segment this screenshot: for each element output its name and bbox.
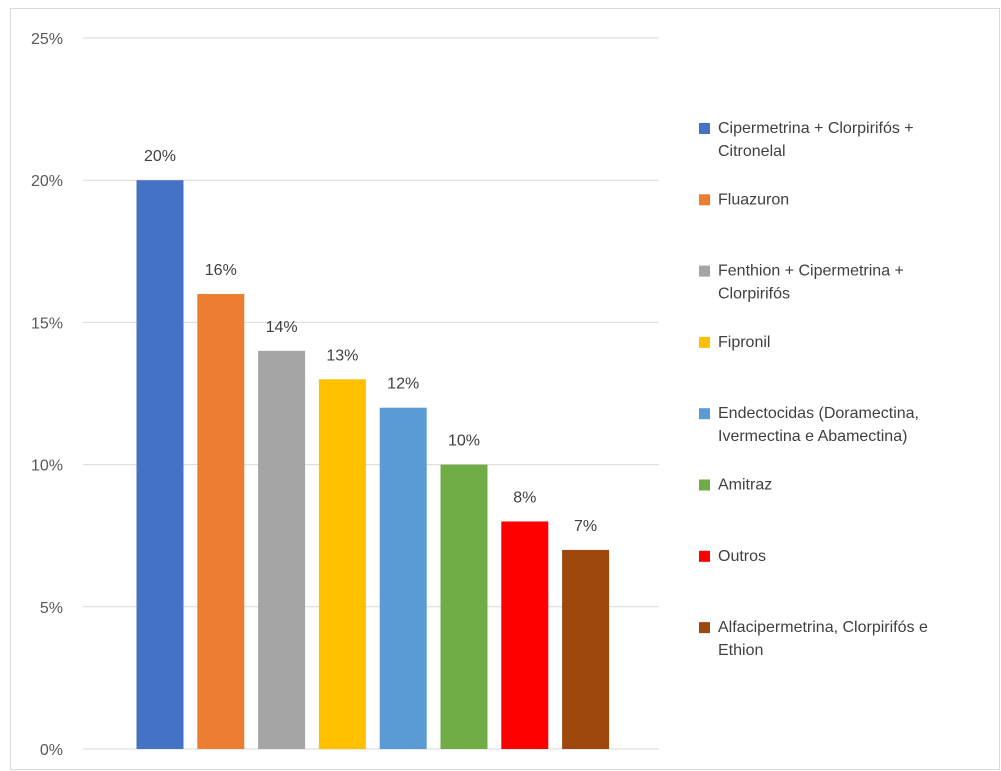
legend-swatch	[699, 123, 710, 134]
legend-label: Alfacipermetrina, Clorpirifós e	[718, 619, 928, 636]
data-label: 14%	[266, 319, 298, 336]
legend-item: Fipronil	[699, 334, 770, 351]
bar	[197, 293, 245, 749]
bar-chart: 0%5%10%15%20%25% 20%16%14%13%12%10%8%7% …	[31, 31, 928, 759]
legend-swatch	[699, 265, 710, 277]
bar	[501, 521, 549, 749]
y-tick-label: 10%	[31, 458, 63, 475]
legend-label: Cipermetrina + Clorpirifós +	[718, 120, 914, 137]
data-label: 10%	[448, 433, 480, 450]
legend-label: Ethion	[718, 642, 763, 659]
legend-item: Fluazuron	[699, 191, 789, 208]
legend-swatch	[699, 408, 710, 420]
data-label: 12%	[387, 376, 419, 393]
legend-item: Cipermetrina + Clorpirifós + Citronelal	[699, 120, 914, 160]
legend-item: Endectocidas (Doramectina, Ivermectina e …	[699, 405, 919, 445]
y-tick-label: 20%	[31, 173, 63, 190]
data-label: 8%	[513, 489, 536, 506]
legend-label: Ivermectina e Abamectina)	[718, 428, 907, 445]
legend-item: Fenthion + Cipermetrina + Clorpirifós	[699, 263, 904, 303]
y-axis-tick-labels: 0% 5% 10% 15% 20% 25%	[31, 31, 63, 759]
legend-swatch	[699, 550, 710, 562]
legend: Cipermetrina + Clorpirifós + Citronelal Fl…	[699, 120, 928, 659]
data-labels: 20% 16% 14% 13% 12% 10% 8% 7%	[144, 148, 597, 535]
y-tick-label: 0%	[40, 742, 63, 759]
bar	[136, 180, 184, 749]
legend-swatch	[699, 479, 710, 491]
legend-label: Fenthion + Cipermetrina +	[718, 263, 904, 280]
y-tick-label: 5%	[40, 600, 63, 617]
bars	[136, 180, 610, 749]
legend-label: Fipronil	[718, 334, 770, 351]
y-tick-label: 25%	[31, 31, 63, 48]
legend-swatch	[699, 336, 710, 348]
legend-item: Alfacipermetrina, Clorpirifós e Ethion	[699, 619, 928, 659]
legend-item: Amitraz	[699, 477, 772, 494]
legend-swatch	[699, 194, 710, 206]
legend-swatch	[699, 622, 710, 634]
legend-label: Clorpirifós	[718, 286, 790, 303]
bar	[318, 379, 366, 749]
data-label: 13%	[326, 347, 358, 364]
legend-label: Outros	[718, 548, 766, 565]
bar	[258, 350, 306, 749]
legend-item: Outros	[699, 548, 766, 565]
chart-area: 0% 5% 10% 15% 20% 25% 20% 16% 14% 13% 12% 10% 8% 7% …	[10, 8, 1000, 770]
legend-label: Endectocidas (Doramectina,	[718, 405, 919, 422]
data-label: 16%	[205, 262, 237, 279]
data-label: 7%	[574, 518, 597, 535]
legend-label: Citronelal	[718, 143, 786, 160]
data-label: 20%	[144, 148, 176, 165]
bar	[379, 407, 427, 749]
legend-label: Fluazuron	[718, 191, 789, 208]
bar	[440, 464, 488, 749]
bar	[562, 549, 610, 749]
legend-label: Amitraz	[718, 477, 772, 494]
y-tick-label: 15%	[31, 315, 63, 332]
